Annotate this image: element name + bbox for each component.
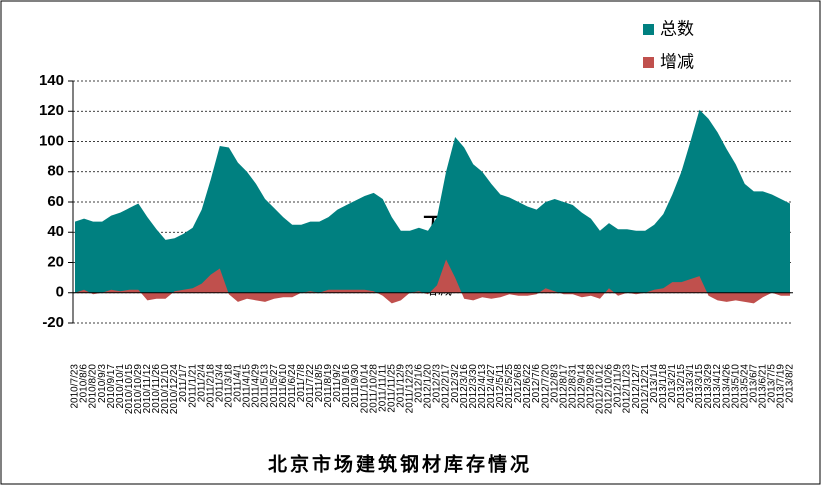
x-tick-label: 2010/8/6 xyxy=(79,364,90,403)
x-tick-label: 2012/4/27 xyxy=(486,364,497,409)
x-tick-label: 2010/7/23 xyxy=(70,364,81,409)
x-tick-label: 2012/6/8 xyxy=(513,364,524,403)
x-tick-label: 2011/12/9 xyxy=(395,364,406,408)
x-tick-label: 2011/2/4 xyxy=(196,364,207,403)
x-tick-label: 2012/12/7 xyxy=(631,364,642,409)
x-tick-label: 2011/12/23 xyxy=(405,364,416,414)
x-tick-label: 2013/6/21 xyxy=(757,364,768,409)
x-tick-label: 2013/3/15 xyxy=(694,364,705,409)
x-tick-label: 2013/4/26 xyxy=(721,364,732,409)
x-tick-label: 2012/2/3 xyxy=(432,364,443,403)
x-tick-label: 2011/1/21 xyxy=(187,364,198,408)
x-tick-label: 2011/8/19 xyxy=(323,364,334,408)
x-tick-label: 2012/5/25 xyxy=(504,364,515,409)
x-tick-label: 2011/7/22 xyxy=(305,364,316,408)
y-tick-label: 20 xyxy=(47,253,64,270)
legend-label: 增减 xyxy=(660,52,694,71)
x-tick-label: 2010/11/26 xyxy=(151,364,162,414)
x-tick-label: 2013/2/15 xyxy=(676,364,687,409)
x-tick-label: 2010/9/17 xyxy=(106,364,117,409)
y-tick-label: 80 xyxy=(47,163,64,180)
x-tick-label: 2013/5/24 xyxy=(739,364,750,409)
x-tick-label: 2012/1/20 xyxy=(423,364,434,409)
x-tick-label: 2010/12/24 xyxy=(169,364,180,414)
x-tick-label: 2011/2/18 xyxy=(205,364,216,408)
y-tick-label: 40 xyxy=(47,223,64,240)
y-tick-label: -20 xyxy=(42,314,64,331)
chart-title: 北京市场建筑钢材库存情况 xyxy=(268,452,532,475)
x-tick-label: 2012/12/21 xyxy=(640,364,651,414)
x-tick-label: 2012/3/16 xyxy=(459,364,470,409)
x-tick-label: 2013/7/19 xyxy=(776,364,787,409)
x-tick-label: 2012/3/2 xyxy=(450,364,461,403)
x-tick-label: 2012/6/22 xyxy=(522,364,533,409)
x-tick-label: 2010/12/10 xyxy=(160,364,171,414)
x-tick-label: 2011/7/8 xyxy=(296,364,307,403)
x-tick-label: 2011/11/25 xyxy=(386,364,397,413)
x-tick-label: 2013/5/10 xyxy=(730,364,741,409)
x-tick-label: 2011/5/13 xyxy=(260,364,271,408)
x-tick-label: 2012/8/3 xyxy=(549,364,560,403)
x-tick-label: 2011/1/7 xyxy=(178,364,189,403)
x-tick-label: 2010/10/29 xyxy=(133,364,144,414)
x-tick-label: 2013/3/29 xyxy=(703,364,714,409)
x-tick-label: 2012/7/20 xyxy=(540,364,551,409)
x-tick-label: 2011/6/10 xyxy=(278,364,289,408)
x-tick-label: 2012/11/9 xyxy=(613,364,624,408)
x-tick-label: 2012/9/28 xyxy=(586,364,597,409)
x-tick-label: 2013/4/12 xyxy=(712,364,723,409)
x-tick-label: 2011/3/18 xyxy=(224,364,235,408)
x-tick-label: 2012/3/30 xyxy=(468,364,479,409)
area xyxy=(75,109,790,293)
x-tick-label: 2011/11/11 xyxy=(377,364,388,412)
x-tick-label: 2010/10/15 xyxy=(124,364,135,414)
x-tick-label: 2012/4/13 xyxy=(477,364,488,409)
x-tick-label: 2012/7/6 xyxy=(531,364,542,403)
x-tick-label: 2012/9/14 xyxy=(576,364,587,409)
x-tick-label: 2011/3/4 xyxy=(214,364,225,403)
x-tick-label: 2012/11/23 xyxy=(622,364,633,414)
x-tick-label: 2010/9/3 xyxy=(97,364,108,403)
x-tick-label: 2012/1/6 xyxy=(414,364,425,403)
x-tick-label: 2010/11/12 xyxy=(142,364,153,414)
legend-swatch xyxy=(643,57,654,68)
legend-swatch xyxy=(643,24,654,35)
y-tick-label: 100 xyxy=(39,132,64,149)
x-tick-label: 2012/10/12 xyxy=(595,364,606,414)
x-tick-label: 2011/9/2 xyxy=(332,364,343,403)
x-tick-label: 2012/8/31 xyxy=(567,364,578,409)
x-tick-label: 2011/9/30 xyxy=(350,364,361,408)
x-tick-label: 2011/4/29 xyxy=(251,364,262,408)
x-tick-label: 2011/4/15 xyxy=(242,364,253,408)
x-tick-label: 2011/10/28 xyxy=(368,364,379,414)
x-tick-label: 2012/8/17 xyxy=(558,364,569,409)
x-tick-label: 2013/6/7 xyxy=(748,364,759,403)
x-tick-label: 2012/2/17 xyxy=(441,364,452,409)
x-tick-label: 2011/5/27 xyxy=(269,364,280,408)
x-tick-label: 2013/1/4 xyxy=(649,364,660,403)
x-tick-label: 2012/5/11 xyxy=(495,364,506,408)
x-tick-label: 2010/10/1 xyxy=(115,364,126,409)
y-tick-label: 120 xyxy=(39,102,64,119)
x-tick-label: 2011/10/14 xyxy=(359,364,370,414)
x-tick-label: 2013/3/1 xyxy=(685,364,696,403)
x-tick-label: 2011/8/5 xyxy=(314,364,325,403)
y-tick-label: 140 xyxy=(39,72,64,89)
x-tick-label: 2012/10/26 xyxy=(604,364,615,414)
x-tick-label: 2011/6/24 xyxy=(287,364,298,408)
x-tick-label: 2013/7/5 xyxy=(767,364,778,403)
x-tick-label: 2010/8/20 xyxy=(88,364,99,409)
x-tick-label: 2013/2/1 xyxy=(667,364,678,403)
x-tick-label: 2013/1/18 xyxy=(658,364,669,409)
x-tick-label: 2011/4/1 xyxy=(233,364,244,403)
x-tick-label: 2011/9/16 xyxy=(341,364,352,408)
legend-label: 总数 xyxy=(660,19,694,38)
x-tick-label: 2013/8/2 xyxy=(785,364,796,403)
y-tick-label: 0 xyxy=(56,284,64,301)
y-tick-label: 60 xyxy=(47,193,64,210)
